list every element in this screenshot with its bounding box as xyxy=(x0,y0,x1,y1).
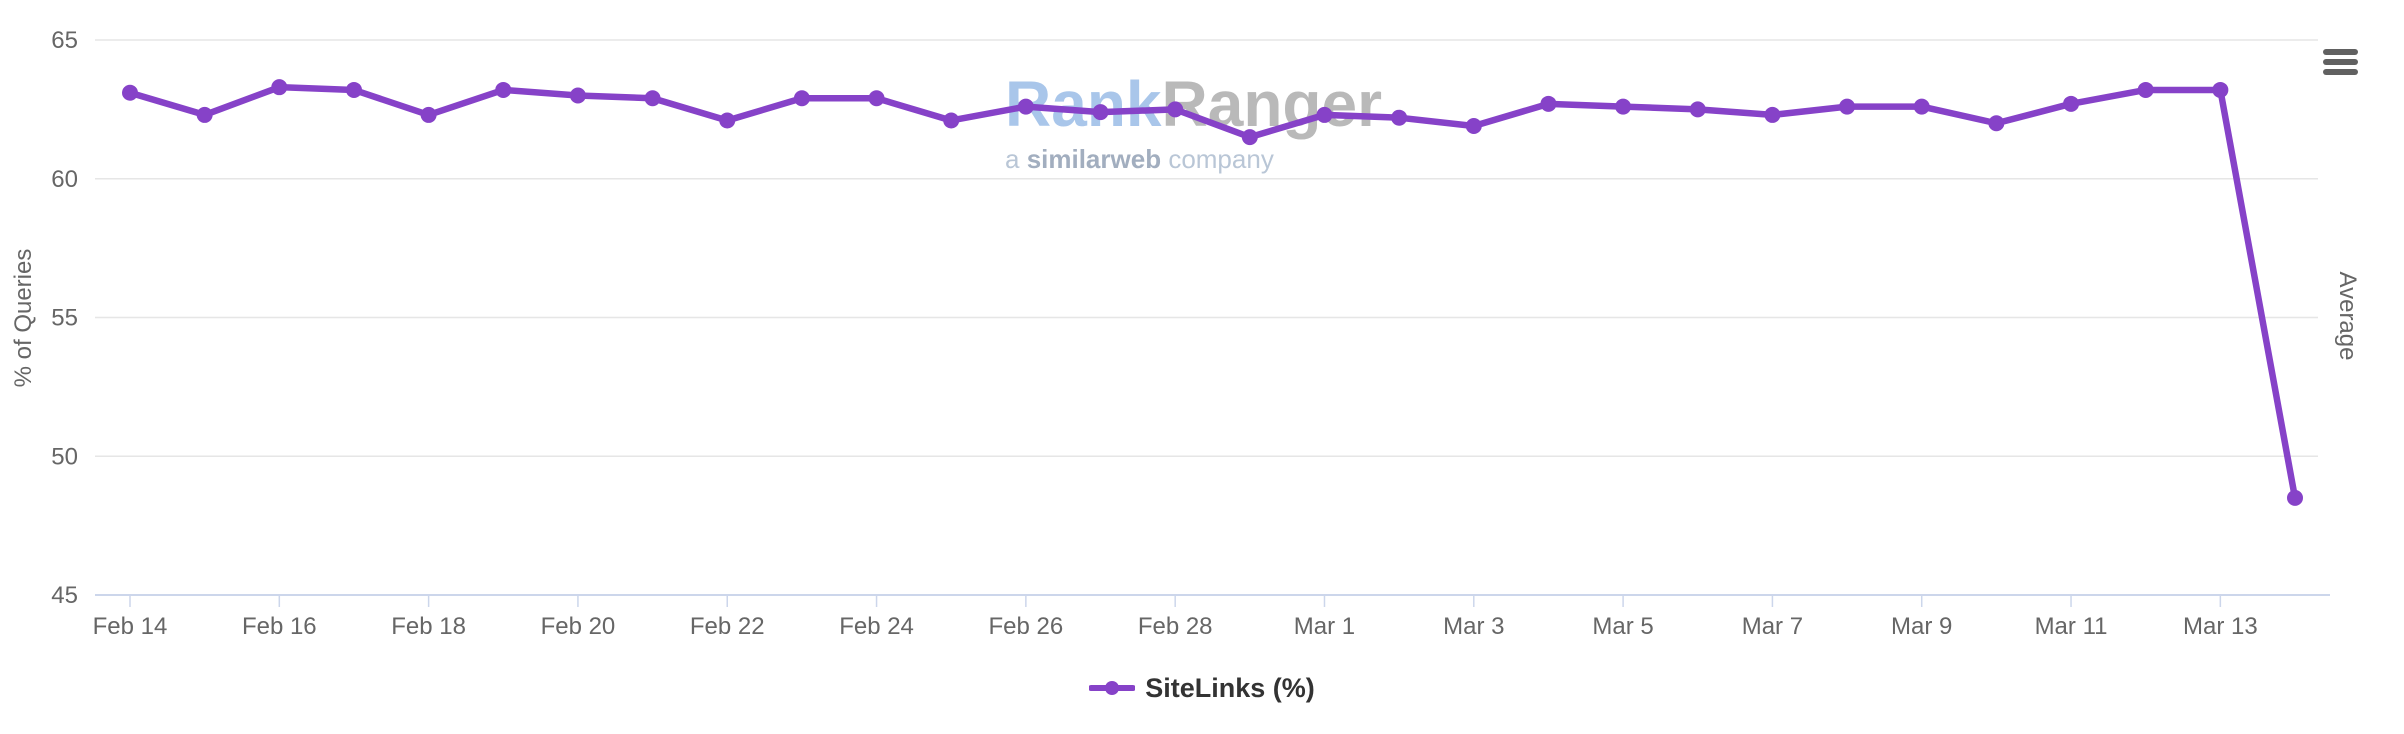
hamburger-menu-icon[interactable] xyxy=(2323,49,2358,75)
x-tick-label: Mar 11 xyxy=(2035,613,2108,640)
y-tick-label: 55 xyxy=(51,305,78,332)
legend-item-sitelinks[interactable]: SiteLinks (%) xyxy=(0,668,2404,708)
watermark-brand-ranger: Ranger xyxy=(1161,68,1383,140)
data-point[interactable] xyxy=(569,87,586,104)
x-tick-label: Feb 16 xyxy=(242,613,317,640)
watermark-tagline-suffix: company xyxy=(1161,144,1274,174)
data-point[interactable] xyxy=(345,81,362,98)
data-point[interactable] xyxy=(122,84,138,101)
hamburger-bar xyxy=(2323,59,2358,65)
data-point[interactable] xyxy=(1839,98,1856,115)
data-point[interactable] xyxy=(793,90,810,107)
right-axis-title: Average xyxy=(2334,271,2361,361)
data-point[interactable] xyxy=(1017,98,1034,115)
x-tick-label: Mar 5 xyxy=(1592,613,1653,640)
x-tick-label: Feb 24 xyxy=(839,613,914,640)
y-tick-label: 50 xyxy=(51,443,78,470)
data-point[interactable] xyxy=(2287,489,2303,506)
x-tick-label: Feb 26 xyxy=(989,613,1064,640)
x-tick-label: Mar 13 xyxy=(2183,613,2258,640)
hamburger-bar xyxy=(2323,69,2358,75)
y-tick-label: 60 xyxy=(51,166,78,193)
x-tick-label: Feb 22 xyxy=(690,613,765,640)
data-point[interactable] xyxy=(943,112,960,129)
data-point[interactable] xyxy=(271,79,288,96)
data-point[interactable] xyxy=(1316,106,1333,123)
x-tick-label: Feb 18 xyxy=(391,613,466,640)
data-point[interactable] xyxy=(1167,101,1184,118)
y-axis-title: % of Queries xyxy=(10,248,37,388)
legend-marker-icon xyxy=(1089,681,1136,695)
x-tick-label: Feb 20 xyxy=(541,613,616,640)
data-point[interactable] xyxy=(1913,98,1930,115)
data-point[interactable] xyxy=(1988,115,2005,132)
legend-label: SiteLinks (%) xyxy=(1145,672,1315,703)
series-line xyxy=(126,83,2299,502)
watermark-tagline: a similarweb company xyxy=(1005,146,1382,172)
data-point[interactable] xyxy=(196,106,213,123)
x-tick-label: Feb 28 xyxy=(1138,613,1213,640)
watermark-tagline-prefix: a xyxy=(1005,144,1027,174)
x-tick-label: Mar 7 xyxy=(1742,613,1803,640)
watermark: RankRanger a similarweb company xyxy=(1005,72,1382,172)
data-point[interactable] xyxy=(1241,129,1258,146)
data-point[interactable] xyxy=(420,106,437,123)
data-point[interactable] xyxy=(1391,109,1408,126)
data-point[interactable] xyxy=(1615,98,1632,115)
watermark-brand: RankRanger xyxy=(1005,72,1382,136)
y-tick-label: 45 xyxy=(51,582,78,609)
data-point[interactable] xyxy=(719,112,736,129)
x-tick-label: Mar 1 xyxy=(1294,613,1355,640)
data-point[interactable] xyxy=(1764,106,1781,123)
x-tick-label: Mar 9 xyxy=(1891,613,1952,640)
y-tick-label: 65 xyxy=(51,27,78,54)
hamburger-bar xyxy=(2323,49,2358,55)
data-point[interactable] xyxy=(495,81,512,98)
data-point[interactable] xyxy=(1689,101,1706,118)
data-point[interactable] xyxy=(1540,95,1557,112)
x-tick-label: Mar 3 xyxy=(1443,613,1504,640)
x-tick-label: Feb 14 xyxy=(93,613,168,640)
data-point[interactable] xyxy=(644,90,661,107)
data-point[interactable] xyxy=(1092,104,1109,121)
data-point[interactable] xyxy=(868,90,885,107)
watermark-tagline-similarweb: similarweb xyxy=(1026,144,1162,174)
data-point[interactable] xyxy=(1465,118,1482,135)
data-point[interactable] xyxy=(2063,95,2080,112)
data-point[interactable] xyxy=(2212,81,2229,98)
data-point[interactable] xyxy=(2137,81,2154,98)
